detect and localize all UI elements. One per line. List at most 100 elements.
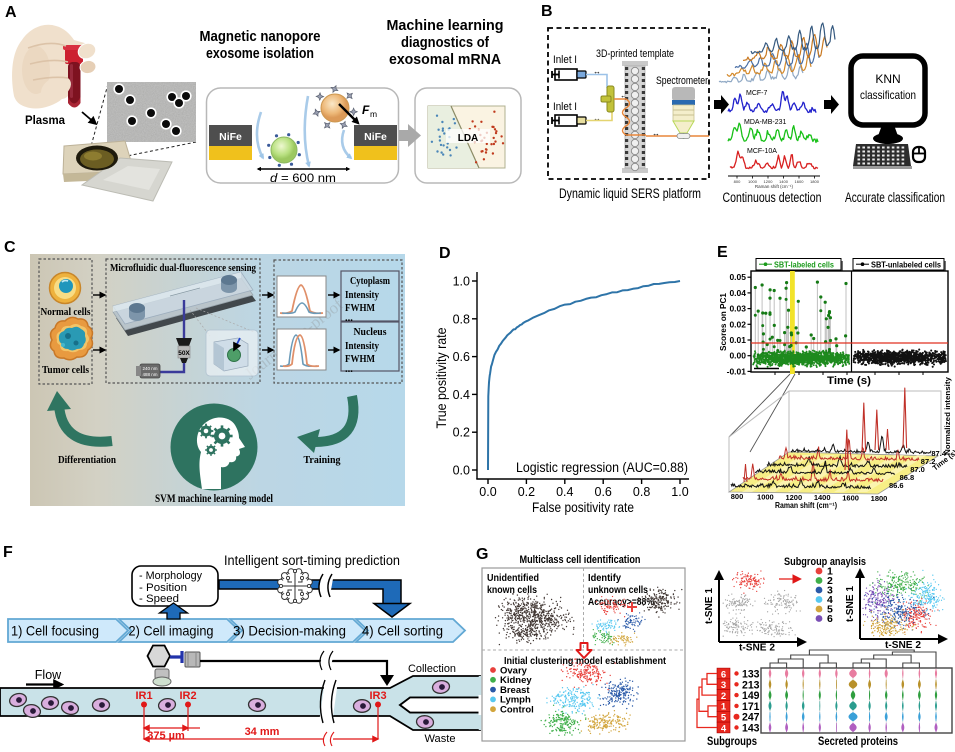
svg-text:Ovary: Ovary bbox=[500, 665, 528, 676]
svg-text:1600: 1600 bbox=[842, 494, 859, 503]
svg-text:known cells: known cells bbox=[487, 585, 537, 596]
svg-text:↔: ↔ bbox=[620, 91, 628, 100]
svg-text:87.4: 87.4 bbox=[931, 449, 946, 458]
svg-text:4: 4 bbox=[721, 723, 727, 734]
svg-text:1: 1 bbox=[721, 702, 727, 713]
svg-text:Intensity: Intensity bbox=[345, 341, 380, 352]
svg-text:5: 5 bbox=[721, 713, 727, 724]
svg-text:4: 4 bbox=[827, 594, 833, 606]
svg-text:Multiclass cell identification: Multiclass cell identification bbox=[520, 554, 641, 566]
svg-text:diagnostics of: diagnostics of bbox=[401, 35, 489, 51]
svg-text:3) Decision-making: 3) Decision-making bbox=[233, 623, 346, 639]
svg-text:87.2: 87.2 bbox=[921, 457, 936, 466]
svg-text:Nucleus: Nucleus bbox=[354, 327, 387, 338]
svg-text:Intelligent sort-timing predic: Intelligent sort-timing prediction bbox=[224, 553, 400, 568]
svg-text:d = 600 nm: d = 600 nm bbox=[270, 173, 336, 185]
svg-text:Inlet I: Inlet I bbox=[553, 54, 577, 66]
svg-text:- Morphology: - Morphology bbox=[139, 570, 202, 582]
svg-text:34 mm: 34 mm bbox=[245, 726, 280, 738]
svg-text:Subgroup anaylsis: Subgroup anaylsis bbox=[784, 556, 866, 568]
svg-text:488 nm: 488 nm bbox=[142, 372, 157, 377]
svg-text:1200: 1200 bbox=[764, 179, 774, 184]
svg-text:IR2: IR2 bbox=[179, 690, 196, 702]
svg-text:0.03: 0.03 bbox=[729, 304, 746, 314]
svg-text:0.2: 0.2 bbox=[453, 426, 470, 440]
svg-text:Inlet I: Inlet I bbox=[553, 101, 577, 113]
svg-text:0.0: 0.0 bbox=[453, 464, 470, 478]
svg-text:0.01: 0.01 bbox=[729, 335, 746, 345]
svg-text:-0.01: -0.01 bbox=[727, 366, 747, 376]
svg-text:1: 1 bbox=[827, 566, 833, 578]
svg-text:Subgroups: Subgroups bbox=[707, 736, 757, 748]
svg-text:Raman shift (cm⁻¹): Raman shift (cm⁻¹) bbox=[755, 184, 794, 189]
svg-text:Accurate classification: Accurate classification bbox=[845, 190, 945, 205]
svg-text:1) Cell focusing: 1) Cell focusing bbox=[11, 623, 99, 639]
svg-text:Flow: Flow bbox=[35, 668, 62, 682]
svg-text:1000: 1000 bbox=[748, 179, 758, 184]
svg-text:2) Cell imaging: 2) Cell imaging bbox=[129, 623, 214, 639]
svg-text:A: A bbox=[5, 4, 17, 21]
svg-text:SBT-unlabeled cells: SBT-unlabeled cells bbox=[871, 261, 942, 270]
svg-text:Time (s): Time (s) bbox=[827, 375, 871, 387]
svg-text:MCF-7: MCF-7 bbox=[746, 90, 767, 97]
svg-text:KNN: KNN bbox=[875, 72, 900, 86]
svg-text:0.8: 0.8 bbox=[453, 312, 470, 326]
svg-text:0.6: 0.6 bbox=[453, 350, 470, 364]
svg-text:0.0: 0.0 bbox=[479, 485, 496, 499]
svg-text:86.8: 86.8 bbox=[900, 473, 915, 482]
svg-text:Plasma: Plasma bbox=[25, 113, 65, 127]
svg-text:m: m bbox=[370, 109, 377, 119]
svg-text:C: C bbox=[4, 239, 16, 256]
svg-text:3: 3 bbox=[721, 680, 726, 691]
svg-text:Collection: Collection bbox=[408, 663, 456, 675]
svg-text:1800: 1800 bbox=[810, 179, 820, 184]
svg-text:Spectrometer: Spectrometer bbox=[656, 75, 708, 87]
svg-text:Differentiation: Differentiation bbox=[58, 455, 116, 466]
svg-text:LDA: LDA bbox=[458, 133, 479, 144]
svg-text:True positivity rate: True positivity rate bbox=[433, 327, 449, 428]
svg-text:0.00: 0.00 bbox=[729, 351, 746, 361]
svg-text:1000: 1000 bbox=[757, 492, 774, 501]
svg-text:1400: 1400 bbox=[814, 493, 831, 502]
svg-text:1.0: 1.0 bbox=[671, 485, 688, 499]
svg-text:800: 800 bbox=[731, 492, 744, 501]
svg-text:↔: ↔ bbox=[593, 67, 601, 76]
svg-text:Magnetic nanopore: Magnetic nanopore bbox=[200, 29, 321, 45]
svg-text:classification: classification bbox=[860, 88, 916, 102]
svg-text:5: 5 bbox=[827, 604, 833, 616]
svg-text:IR3: IR3 bbox=[369, 690, 386, 702]
svg-text:Initial clustering model estab: Initial clustering model establishment bbox=[504, 655, 666, 667]
svg-text:exosome isolation: exosome isolation bbox=[206, 46, 314, 62]
svg-text:2: 2 bbox=[827, 575, 833, 587]
svg-text:0.8: 0.8 bbox=[633, 485, 650, 499]
svg-text:86.6: 86.6 bbox=[889, 481, 904, 490]
svg-text:MDA-MB-231: MDA-MB-231 bbox=[744, 119, 787, 126]
svg-text:50X: 50X bbox=[178, 350, 190, 357]
svg-text:Dynamic liquid SERS platform: Dynamic liquid SERS platform bbox=[559, 186, 701, 201]
svg-text:FWHM: FWHM bbox=[345, 303, 375, 314]
svg-text:Continuous detection: Continuous detection bbox=[723, 190, 822, 205]
svg-text:0.02: 0.02 bbox=[729, 319, 746, 329]
svg-text:↔: ↔ bbox=[593, 114, 601, 123]
svg-text:SBT-labeled cells: SBT-labeled cells bbox=[774, 261, 834, 270]
svg-text:213: 213 bbox=[742, 679, 760, 691]
svg-text:Breast: Breast bbox=[500, 685, 530, 696]
svg-text:t-SNE 1: t-SNE 1 bbox=[703, 588, 715, 624]
svg-text:FWHM: FWHM bbox=[345, 354, 375, 365]
svg-text:t-SNE 2: t-SNE 2 bbox=[885, 639, 921, 651]
svg-text:375 µm: 375 µm bbox=[147, 730, 185, 742]
svg-text:Control: Control bbox=[500, 705, 534, 716]
svg-text:- Speed: - Speed bbox=[139, 593, 179, 605]
svg-text:Scores on PC1: Scores on PC1 bbox=[718, 293, 728, 351]
svg-text:MCF-10A: MCF-10A bbox=[747, 148, 777, 155]
svg-text:Kidney: Kidney bbox=[500, 675, 532, 686]
svg-text:t-SNE 2: t-SNE 2 bbox=[739, 642, 775, 654]
svg-text:Normalized intensity: Normalized intensity bbox=[943, 376, 952, 455]
svg-text:2: 2 bbox=[721, 691, 726, 702]
svg-text:Intensity: Intensity bbox=[345, 290, 380, 301]
svg-text:143: 143 bbox=[742, 723, 760, 735]
svg-text:G: G bbox=[476, 546, 488, 563]
svg-text:0.04: 0.04 bbox=[729, 288, 746, 298]
svg-text:1800: 1800 bbox=[871, 494, 888, 503]
svg-text:Identify: Identify bbox=[588, 573, 621, 584]
